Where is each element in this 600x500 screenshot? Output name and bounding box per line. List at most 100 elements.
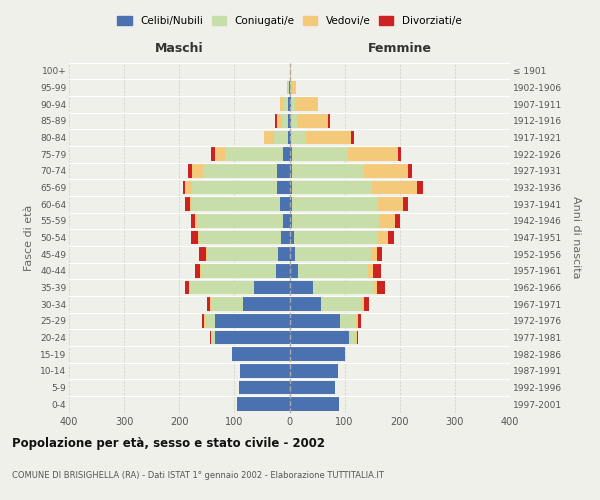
Text: Maschi: Maschi [155, 42, 203, 55]
Bar [190, 198, 193, 211]
Bar [290, 198, 292, 211]
Bar [211, 298, 242, 311]
Bar [373, 264, 381, 278]
Bar [290, 380, 335, 394]
Bar [297, 114, 328, 128]
Bar [288, 130, 290, 144]
Text: Popolazione per età, sesso e stato civile - 2002: Popolazione per età, sesso e stato civil… [12, 438, 325, 450]
Bar [203, 164, 277, 177]
Bar [377, 248, 382, 261]
Bar [290, 164, 292, 177]
Bar [290, 98, 295, 111]
Bar [280, 198, 290, 211]
Bar [358, 314, 361, 328]
Bar [188, 164, 192, 177]
Bar [239, 380, 290, 394]
Bar [207, 248, 278, 261]
Bar [283, 148, 290, 161]
Bar [282, 114, 289, 128]
Bar [202, 264, 276, 278]
Bar [418, 180, 423, 194]
Bar [372, 180, 418, 194]
Bar [192, 164, 203, 177]
Bar [280, 98, 284, 111]
Bar [211, 330, 215, 344]
Bar [306, 130, 351, 144]
Bar [195, 214, 197, 228]
Bar [191, 230, 198, 244]
Bar [191, 214, 195, 228]
Bar [388, 230, 394, 244]
Bar [283, 214, 290, 228]
Bar [232, 348, 290, 361]
Bar [290, 114, 297, 128]
Bar [200, 264, 202, 278]
Bar [290, 348, 344, 361]
Bar [276, 264, 290, 278]
Bar [290, 148, 292, 161]
Bar [242, 298, 290, 311]
Legend: Celibi/Nubili, Coniugati/e, Vedovi/e, Divorziati/e: Celibi/Nubili, Coniugati/e, Vedovi/e, Di… [113, 12, 466, 30]
Bar [357, 330, 358, 344]
Bar [190, 280, 254, 294]
Bar [378, 230, 388, 244]
Bar [289, 98, 290, 111]
Bar [290, 314, 340, 328]
Bar [207, 298, 209, 311]
Bar [284, 98, 289, 111]
Bar [290, 80, 291, 94]
Bar [277, 164, 290, 177]
Bar [398, 148, 401, 161]
Bar [277, 180, 290, 194]
Bar [374, 280, 377, 294]
Bar [185, 198, 190, 211]
Bar [225, 148, 283, 161]
Bar [349, 148, 398, 161]
Bar [290, 230, 294, 244]
Bar [290, 330, 349, 344]
Bar [292, 198, 378, 211]
Text: COMUNE DI BRISIGHELLA (RA) - Dati ISTAT 1° gennaio 2002 - Elaborazione TUTTITALI: COMUNE DI BRISIGHELLA (RA) - Dati ISTAT … [12, 470, 384, 480]
Bar [215, 148, 225, 161]
Bar [351, 130, 354, 144]
Text: Femmine: Femmine [368, 42, 432, 55]
Bar [288, 80, 289, 94]
Bar [209, 330, 211, 344]
Bar [254, 280, 290, 294]
Bar [189, 280, 190, 294]
Bar [295, 98, 318, 111]
Bar [290, 364, 338, 378]
Bar [290, 264, 298, 278]
Bar [364, 298, 370, 311]
Bar [204, 314, 205, 328]
Bar [378, 198, 403, 211]
Bar [290, 398, 339, 411]
Bar [205, 314, 215, 328]
Bar [274, 130, 288, 144]
Bar [287, 80, 288, 94]
Bar [289, 114, 290, 128]
Bar [290, 280, 313, 294]
Bar [215, 314, 290, 328]
Bar [364, 164, 408, 177]
Bar [292, 148, 349, 161]
Bar [408, 164, 412, 177]
Bar [298, 264, 368, 278]
Bar [349, 330, 356, 344]
Y-axis label: Anni di nascita: Anni di nascita [571, 196, 581, 278]
Bar [328, 114, 330, 128]
Bar [292, 214, 379, 228]
Bar [292, 180, 372, 194]
Bar [290, 180, 292, 194]
Bar [322, 298, 361, 311]
Bar [371, 248, 377, 261]
Bar [182, 180, 185, 194]
Bar [379, 214, 395, 228]
Bar [295, 248, 371, 261]
Bar [185, 280, 189, 294]
Bar [240, 364, 290, 378]
Bar [211, 148, 215, 161]
Bar [313, 280, 374, 294]
Bar [193, 198, 280, 211]
Bar [237, 398, 290, 411]
